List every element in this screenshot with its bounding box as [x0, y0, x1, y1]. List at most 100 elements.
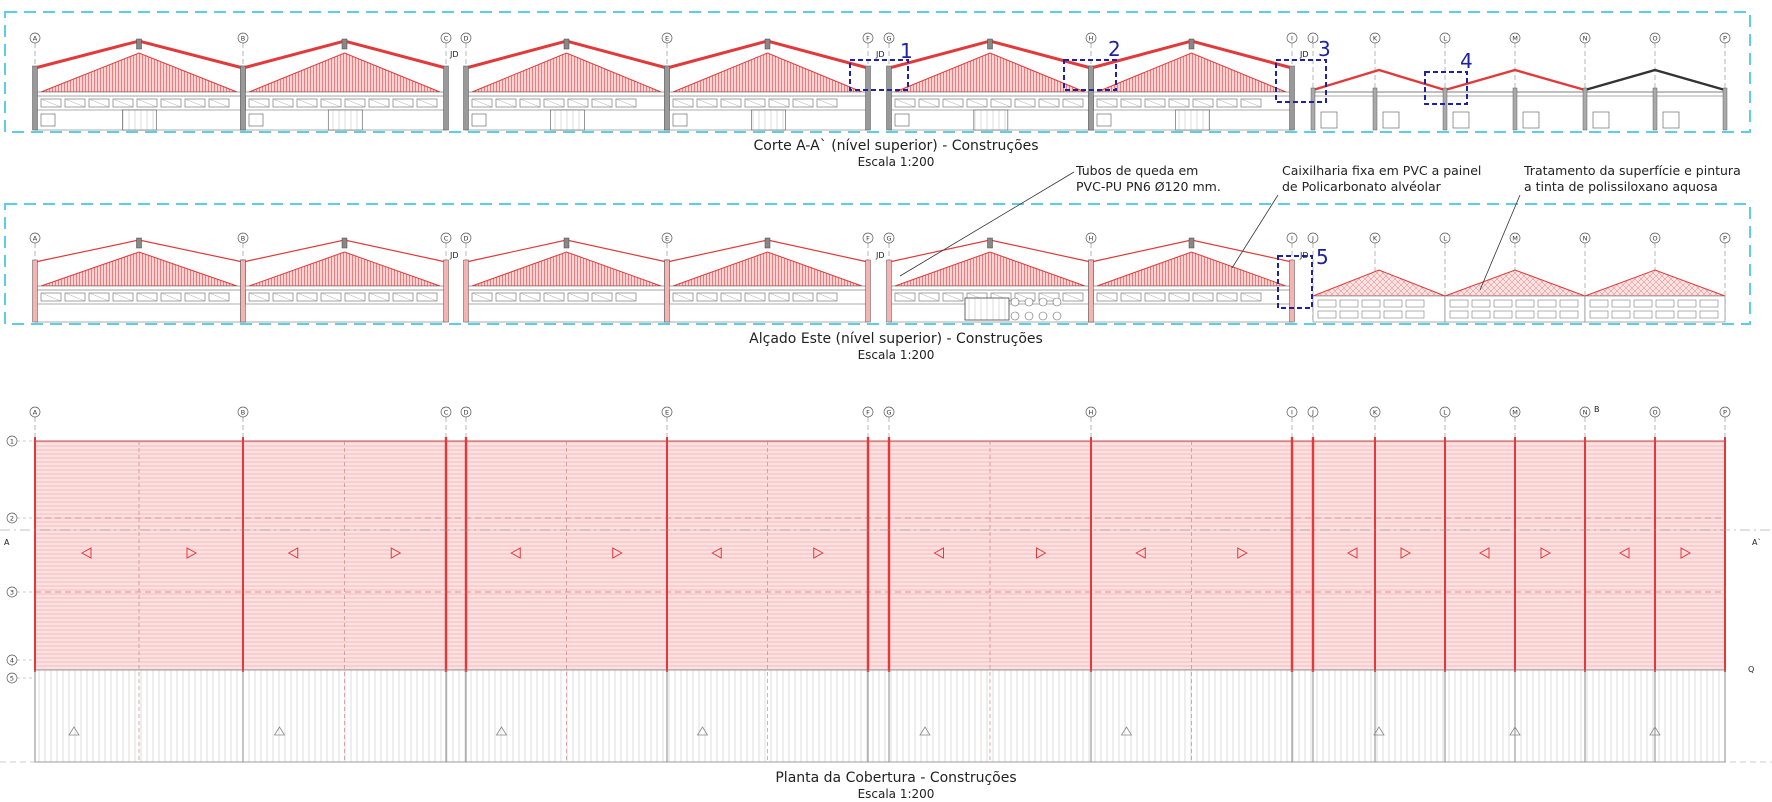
- section-view: A B C D E F G H I J K L M N O P 1 2 3 4 JD JD JD Corte …: [4, 11, 1751, 169]
- window-diag: [720, 292, 742, 302]
- axis-label-i: I: [1291, 234, 1293, 242]
- axis-bubble: [1509, 406, 1521, 418]
- axis-label-e: E: [665, 34, 669, 42]
- eave-band: [666, 91, 869, 97]
- window-diag: [392, 98, 414, 108]
- window-frame: [1320, 111, 1338, 129]
- axis-label-h: H: [1089, 234, 1094, 242]
- elevation-bays: [32, 237, 1726, 323]
- slope-arrow: [1036, 547, 1047, 559]
- axis-label-e: E: [665, 408, 669, 416]
- window-diag: [1192, 292, 1214, 302]
- column: [240, 259, 246, 323]
- vent: [1038, 297, 1048, 307]
- window: [1383, 299, 1403, 308]
- window: [1537, 310, 1557, 319]
- slope-arrow: [390, 547, 402, 559]
- canopy-surface: [34, 669, 1726, 763]
- canopy-arrow: [1373, 726, 1385, 736]
- note-downpipe-line1: Tubos de queda em: [1075, 163, 1198, 178]
- window-diag: [894, 98, 916, 108]
- canopy-arrow: [1509, 726, 1521, 736]
- axis-label-b: B: [241, 234, 245, 242]
- slope-arrow: [1237, 547, 1248, 559]
- callout-box-3: [1275, 59, 1327, 103]
- window-diag: [1240, 98, 1262, 108]
- gable-hatch: [1096, 251, 1287, 287]
- window: [1515, 299, 1535, 308]
- axis-bubble: [1085, 232, 1097, 244]
- window: [1339, 310, 1359, 319]
- ridge-post: [1188, 237, 1195, 249]
- door-small: [471, 113, 487, 127]
- axis-label-o: O: [1652, 34, 1657, 42]
- axis-label-c: C: [444, 234, 449, 242]
- window: [1677, 299, 1697, 308]
- window-diag: [942, 98, 964, 108]
- light-roof: [1444, 68, 1586, 92]
- axis-bubble: [661, 232, 673, 244]
- lower-wall: [666, 303, 869, 323]
- leader-line: [899, 171, 1075, 277]
- axis-label-o: O: [1652, 408, 1657, 416]
- ridge-post: [987, 38, 993, 50]
- callout-box-4: [1424, 71, 1468, 105]
- axis-bubble: [862, 232, 874, 244]
- door: [550, 109, 585, 131]
- window: [1633, 299, 1653, 308]
- window-diag: [272, 98, 294, 108]
- small-gable: [1312, 269, 1446, 297]
- window-frame: [1452, 111, 1470, 129]
- ridge-post: [1188, 38, 1195, 50]
- column: [664, 259, 670, 323]
- window-diag: [1240, 292, 1262, 302]
- light-roof: [1584, 68, 1726, 92]
- axis-label-n: N: [1583, 34, 1588, 42]
- axis-label-f: F: [866, 408, 870, 416]
- axis-label-f: F: [866, 34, 870, 42]
- elevation-frame: [4, 203, 1751, 325]
- window: [1611, 299, 1631, 308]
- window: [1699, 299, 1719, 308]
- door: [751, 109, 786, 131]
- window: [1559, 310, 1579, 319]
- canopy-arrow: [495, 726, 508, 736]
- slope-arrow: [186, 547, 198, 559]
- window-diag: [1144, 292, 1166, 302]
- axis-label-d: D: [463, 34, 468, 42]
- axis-bubble: [1085, 406, 1097, 418]
- slope-arrow: [80, 547, 92, 559]
- slope-arrow: [1618, 547, 1630, 559]
- window-diag: [918, 292, 940, 302]
- leader-line: [1479, 194, 1521, 291]
- axis-label-g: G: [886, 234, 891, 242]
- axis-bubble: [862, 32, 874, 44]
- door-small: [248, 113, 264, 127]
- window: [1405, 310, 1425, 319]
- axis-bubble: [1509, 32, 1521, 44]
- vent: [1010, 297, 1020, 307]
- ridge-post: [136, 38, 142, 50]
- window-diag: [1062, 98, 1084, 108]
- axis-bubble: [237, 406, 249, 418]
- window-diag: [1120, 292, 1142, 302]
- eave-band: [465, 285, 668, 291]
- eave-band: [666, 285, 869, 291]
- window-diag: [1038, 98, 1060, 108]
- eave-band: [242, 91, 447, 97]
- eave-band: [465, 91, 668, 97]
- window: [1655, 310, 1675, 319]
- window-diag: [816, 292, 838, 302]
- axis-bubble: [1369, 232, 1381, 244]
- column: [1652, 87, 1658, 131]
- window-diag: [208, 292, 230, 302]
- column: [886, 259, 892, 323]
- door-small: [1096, 113, 1112, 127]
- door-small: [894, 113, 910, 127]
- callout-2: 2: [1108, 37, 1121, 61]
- canopy-arrow: [1120, 726, 1133, 736]
- window-diag: [272, 292, 294, 302]
- window-diag: [1216, 292, 1238, 302]
- axis-bubble: [862, 406, 874, 418]
- row-axis-label-2: 2: [10, 514, 14, 522]
